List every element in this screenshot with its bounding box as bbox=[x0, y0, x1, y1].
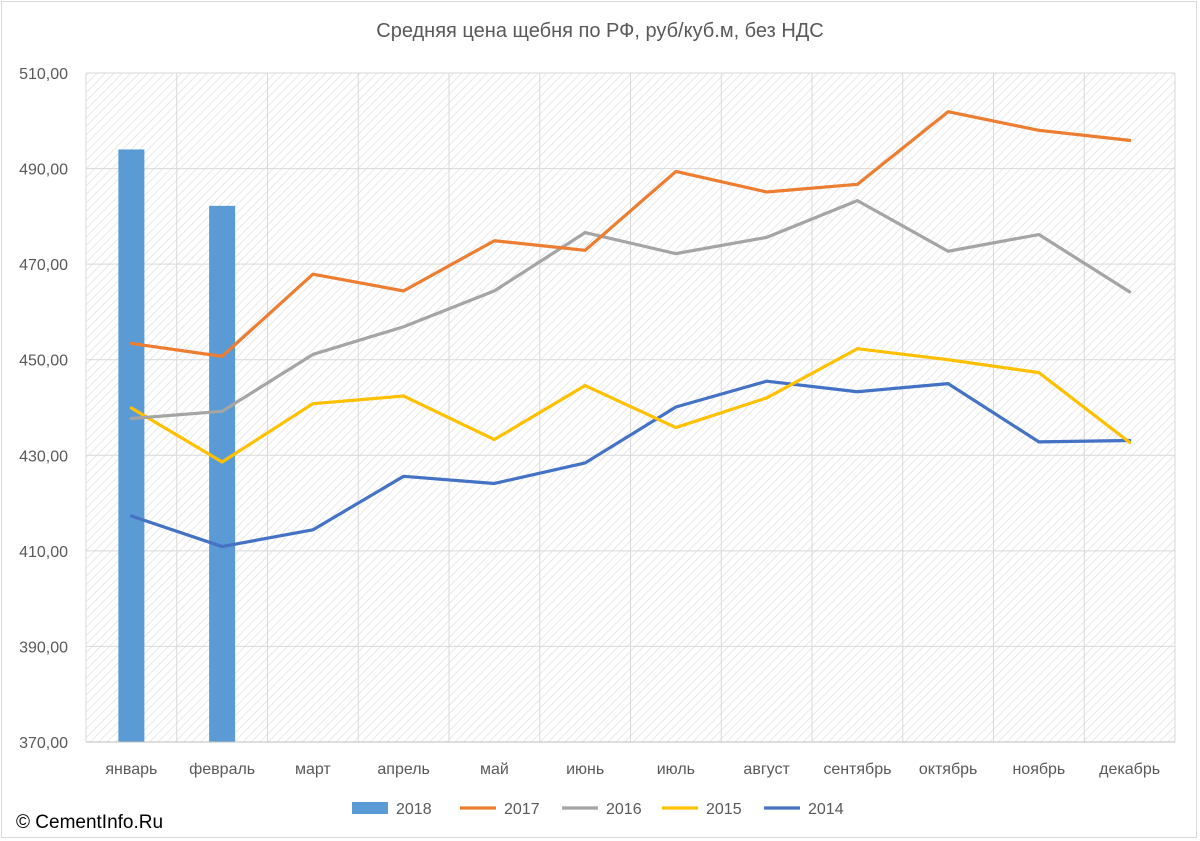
y-tick-label: 510,00 bbox=[19, 66, 68, 83]
y-tick-label: 370,00 bbox=[19, 735, 68, 752]
line-series-2017 bbox=[129, 110, 1132, 358]
line-series-2015 bbox=[129, 347, 1132, 464]
x-tick-label: июнь bbox=[566, 761, 604, 778]
x-tick-label: октябрь bbox=[919, 761, 977, 778]
y-tick-label: 470,00 bbox=[19, 257, 68, 274]
y-tick-label: 490,00 bbox=[19, 162, 68, 179]
x-tick-label: март bbox=[295, 761, 331, 778]
line-series-2016 bbox=[129, 198, 1132, 421]
bar-2018 bbox=[209, 205, 236, 742]
x-tick-label: сентябрь bbox=[823, 761, 891, 778]
legend-label-2014: 2014 bbox=[808, 801, 844, 818]
y-tick-label: 390,00 bbox=[19, 639, 68, 656]
x-tick-label: январь bbox=[105, 761, 157, 778]
x-tick-label: декабрь bbox=[1099, 761, 1160, 778]
legend-label-2018: 2018 bbox=[396, 801, 432, 818]
copyright-text: © CementInfo.Ru bbox=[16, 812, 164, 833]
legend-label-2016: 2016 bbox=[606, 801, 642, 818]
legend-label-2017: 2017 bbox=[504, 801, 540, 818]
x-tick-label: август bbox=[743, 761, 790, 778]
x-tick-label: май bbox=[480, 761, 509, 778]
y-tick-label: 430,00 bbox=[19, 448, 68, 465]
x-tick-label: февраль bbox=[189, 761, 255, 778]
line-series-2014 bbox=[129, 379, 1132, 549]
bar-2018 bbox=[118, 149, 145, 742]
x-tick-label: апрель bbox=[377, 761, 430, 778]
legend-label-2015: 2015 bbox=[706, 801, 742, 818]
chart-title: Средняя цена щебня по РФ, руб/куб.м, без… bbox=[376, 20, 824, 42]
legend-swatch-2018 bbox=[352, 802, 388, 814]
x-tick-label: ноябрь bbox=[1012, 761, 1065, 778]
y-tick-label: 450,00 bbox=[19, 353, 68, 370]
x-tick-label: июль bbox=[657, 761, 695, 778]
y-tick-label: 410,00 bbox=[19, 544, 68, 561]
